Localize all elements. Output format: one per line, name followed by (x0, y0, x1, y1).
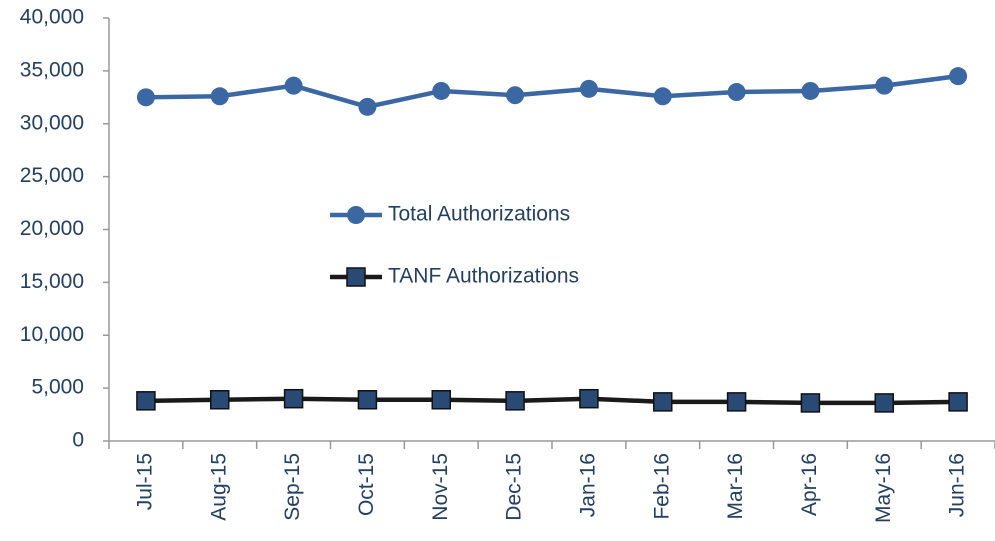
marker (726, 392, 747, 412)
marker (948, 392, 968, 412)
marker (653, 87, 672, 106)
marker (579, 388, 599, 409)
x-tick-label: Feb-16 (650, 453, 673, 520)
y-tick-label: 25,000 (20, 164, 84, 187)
marker (800, 393, 821, 413)
marker (875, 76, 894, 95)
series-line (145, 73, 959, 110)
marker (136, 88, 155, 107)
legend-marker (347, 206, 365, 224)
marker (431, 390, 451, 410)
x-tick-label: Dec-15 (503, 453, 526, 521)
x-tick-label: Mar-16 (724, 453, 747, 520)
marker (358, 97, 377, 116)
y-tick-label: 5,000 (31, 376, 84, 399)
x-tick-label: May-16 (872, 453, 895, 523)
x-tick-label: Aug-15 (207, 453, 230, 521)
x-tick-label: Jun-16 (946, 453, 969, 517)
marker (432, 81, 451, 100)
marker (284, 76, 303, 95)
x-tick-label: Apr-16 (798, 453, 821, 516)
marker (579, 79, 598, 98)
x-tick-label: Oct-15 (355, 453, 378, 516)
y-tick-label: 15,000 (20, 270, 84, 293)
x-tick-label: Sep-15 (281, 453, 304, 521)
marker (283, 388, 304, 409)
y-tick-label: 0 (72, 429, 84, 452)
marker (874, 393, 894, 413)
marker (136, 391, 156, 411)
marker (727, 83, 746, 102)
legend-marker (346, 267, 366, 287)
y-tick-label: 40,000 (20, 6, 84, 29)
x-tick-label: Nov-15 (429, 453, 452, 521)
y-tick-label: 35,000 (20, 58, 84, 81)
y-tick-label: 10,000 (20, 323, 84, 346)
marker (949, 67, 968, 86)
legend-label: TANF Authorizations (388, 265, 579, 288)
marker (357, 390, 378, 410)
marker (506, 86, 525, 105)
legend-label: Total Authorizations (388, 203, 570, 226)
marker (653, 392, 673, 412)
marker (505, 391, 525, 411)
x-tick-label: Jan-16 (576, 453, 599, 517)
marker (801, 81, 820, 100)
marker (210, 390, 230, 410)
series-line (145, 396, 959, 406)
x-tick-label: Jul-15 (133, 453, 156, 510)
y-tick-label: 30,000 (20, 111, 84, 134)
y-tick-label: 20,000 (20, 217, 84, 240)
marker (210, 87, 229, 106)
